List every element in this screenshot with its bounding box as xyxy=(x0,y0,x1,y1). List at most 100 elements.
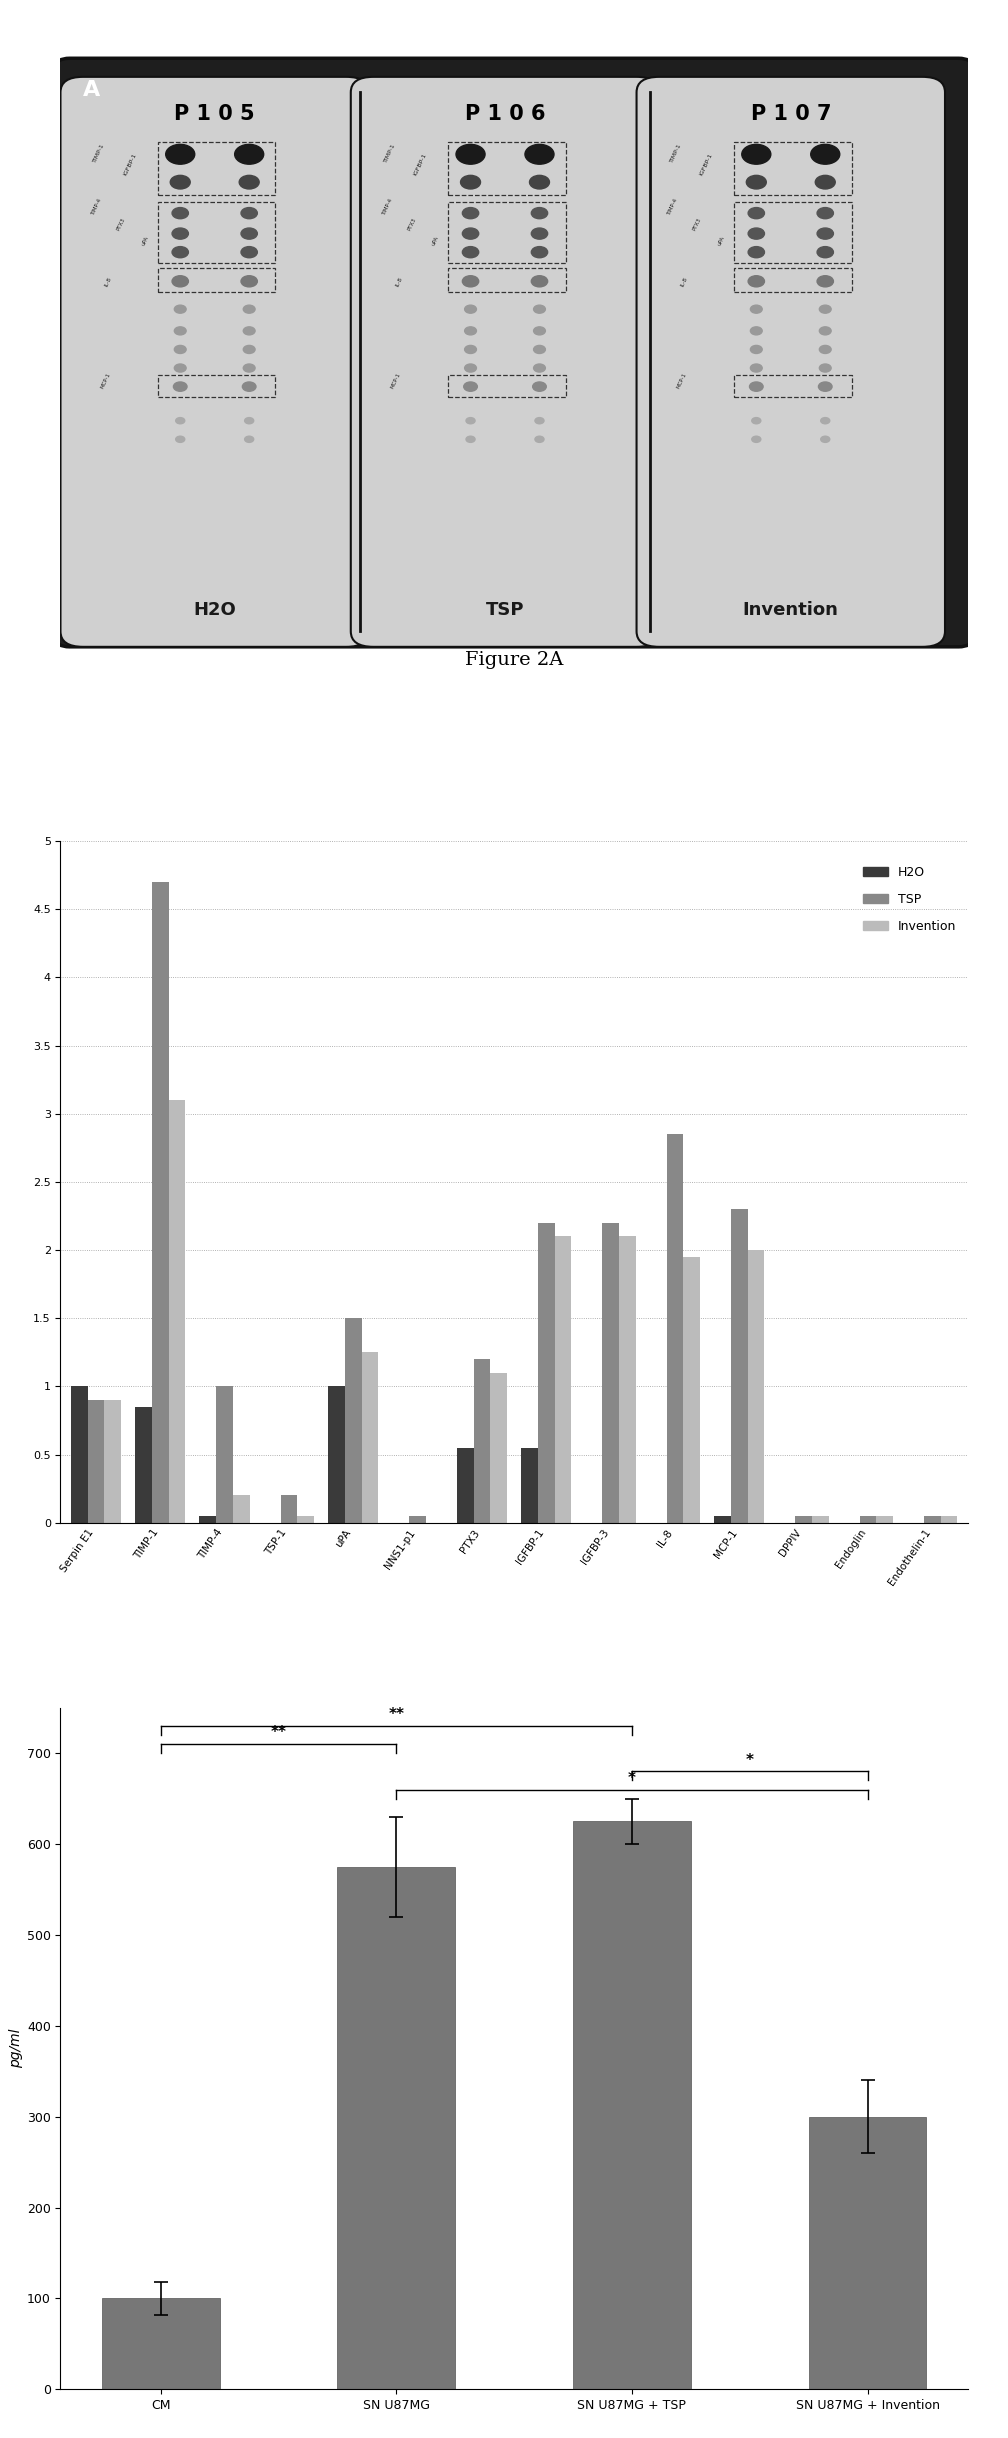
Text: **: ** xyxy=(270,1726,286,1741)
Bar xyxy=(924,1516,940,1524)
Circle shape xyxy=(752,436,761,441)
Circle shape xyxy=(456,144,485,163)
Bar xyxy=(297,1516,313,1524)
Text: TIMP-1: TIMP-1 xyxy=(383,144,396,163)
Circle shape xyxy=(818,383,832,390)
Circle shape xyxy=(535,436,544,441)
Circle shape xyxy=(172,207,188,219)
Circle shape xyxy=(533,327,545,334)
Bar xyxy=(280,1494,297,1524)
Circle shape xyxy=(750,383,763,390)
Circle shape xyxy=(241,229,257,239)
Circle shape xyxy=(748,229,764,239)
Bar xyxy=(168,1100,185,1524)
Bar xyxy=(795,1516,812,1524)
Bar xyxy=(200,1516,216,1524)
Circle shape xyxy=(817,207,834,219)
Text: IGFBP-1: IGFBP-1 xyxy=(123,151,138,176)
Text: TIMP-4: TIMP-4 xyxy=(666,197,679,217)
Circle shape xyxy=(750,363,762,373)
Bar xyxy=(619,1236,636,1524)
Text: P 1 0 5: P 1 0 5 xyxy=(174,105,255,124)
Bar xyxy=(474,1358,490,1524)
Bar xyxy=(860,1516,876,1524)
Circle shape xyxy=(241,275,257,288)
Circle shape xyxy=(748,246,764,258)
Circle shape xyxy=(235,144,264,163)
Text: Figure 2A: Figure 2A xyxy=(465,651,563,668)
Bar xyxy=(812,1516,829,1524)
Bar xyxy=(734,202,852,263)
Circle shape xyxy=(172,246,188,258)
Circle shape xyxy=(463,207,479,219)
Text: *: * xyxy=(746,1753,754,1768)
Y-axis label: pg/ml: pg/ml xyxy=(9,2028,22,2067)
Bar xyxy=(409,1516,426,1524)
Bar xyxy=(71,1387,88,1524)
Circle shape xyxy=(174,363,186,373)
Text: IL-8: IL-8 xyxy=(680,275,689,288)
Bar xyxy=(157,141,275,195)
Bar xyxy=(521,1448,538,1524)
Bar xyxy=(152,883,168,1524)
Bar xyxy=(666,1134,683,1524)
Bar xyxy=(734,268,852,293)
Bar xyxy=(734,375,852,397)
Circle shape xyxy=(821,436,830,441)
Circle shape xyxy=(245,417,254,424)
Bar xyxy=(448,141,565,195)
Circle shape xyxy=(463,246,479,258)
FancyBboxPatch shape xyxy=(351,78,659,646)
Circle shape xyxy=(746,176,766,190)
Text: PTX3: PTX3 xyxy=(116,217,126,232)
Circle shape xyxy=(243,346,255,354)
Circle shape xyxy=(243,363,255,373)
Circle shape xyxy=(173,383,187,390)
Bar xyxy=(457,1448,474,1524)
Circle shape xyxy=(820,327,832,334)
Circle shape xyxy=(241,246,257,258)
Bar xyxy=(88,1399,104,1524)
Bar xyxy=(715,1516,731,1524)
Bar xyxy=(102,2299,220,2389)
Bar xyxy=(104,1399,121,1524)
Circle shape xyxy=(174,305,186,312)
FancyBboxPatch shape xyxy=(55,59,972,646)
Bar xyxy=(345,1319,362,1524)
Circle shape xyxy=(466,436,475,441)
Circle shape xyxy=(752,417,761,424)
Bar xyxy=(157,268,275,293)
Text: TIMP-1: TIMP-1 xyxy=(669,144,682,163)
Circle shape xyxy=(820,305,832,312)
Circle shape xyxy=(750,346,762,354)
Circle shape xyxy=(172,229,188,239)
Circle shape xyxy=(465,363,477,373)
Circle shape xyxy=(817,246,834,258)
Text: IL-8: IL-8 xyxy=(394,275,403,288)
Circle shape xyxy=(170,176,191,190)
Circle shape xyxy=(820,346,832,354)
Circle shape xyxy=(742,144,771,163)
Bar xyxy=(448,202,565,263)
Bar xyxy=(448,375,565,397)
Bar xyxy=(731,1209,748,1524)
Circle shape xyxy=(750,305,762,312)
Text: MCP-1: MCP-1 xyxy=(676,373,687,390)
Circle shape xyxy=(175,436,184,441)
Circle shape xyxy=(175,417,184,424)
Circle shape xyxy=(748,207,764,219)
Bar xyxy=(490,1373,507,1524)
Circle shape xyxy=(532,383,546,390)
Circle shape xyxy=(239,176,259,190)
Legend: H2O, TSP, Invention: H2O, TSP, Invention xyxy=(858,861,962,939)
Text: MCP-1: MCP-1 xyxy=(100,373,112,390)
Circle shape xyxy=(466,417,475,424)
Text: TIMP-4: TIMP-4 xyxy=(381,197,393,217)
Bar xyxy=(808,2116,926,2389)
Bar xyxy=(338,1868,456,2389)
Bar xyxy=(135,1407,152,1524)
Circle shape xyxy=(465,327,477,334)
Circle shape xyxy=(461,176,481,190)
Bar xyxy=(448,268,565,293)
Bar xyxy=(554,1236,572,1524)
